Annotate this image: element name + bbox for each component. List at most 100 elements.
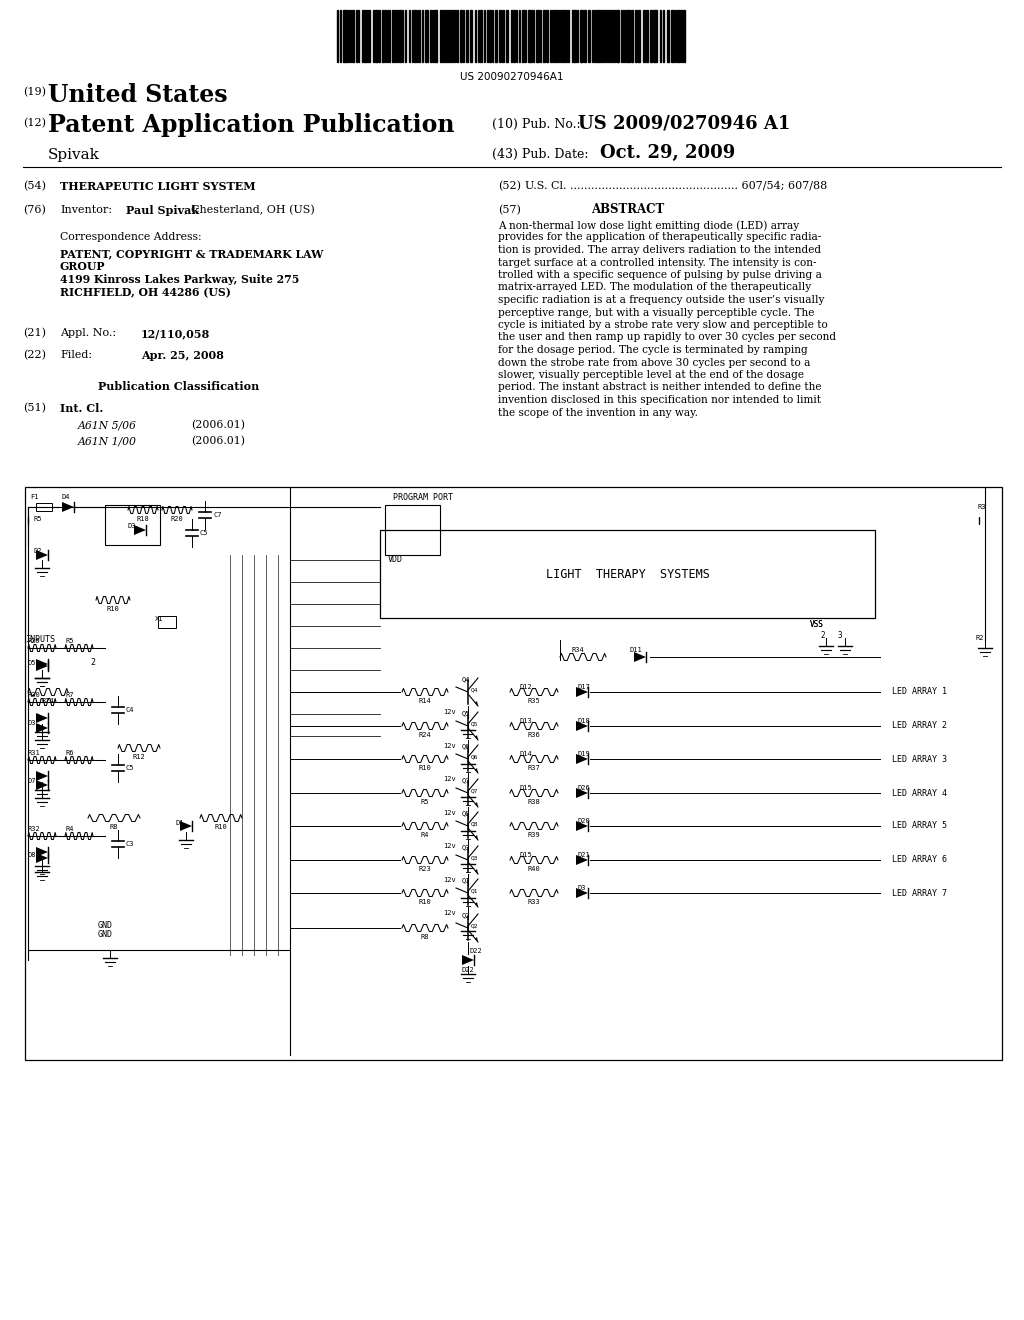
Text: VSS: VSS: [810, 620, 824, 630]
Text: invention disclosed in this specification nor intended to limit: invention disclosed in this specificatio…: [498, 395, 821, 405]
Bar: [480, 11, 482, 62]
Text: Appl. No.:: Appl. No.:: [60, 327, 116, 338]
Text: , Chesterland, OH (US): , Chesterland, OH (US): [184, 205, 314, 215]
Text: 12v: 12v: [443, 810, 456, 816]
Text: R7: R7: [65, 692, 74, 698]
Bar: [650, 11, 652, 62]
Polygon shape: [575, 721, 588, 731]
Text: (52): (52): [498, 181, 521, 191]
Text: GROUP: GROUP: [60, 261, 105, 272]
Text: R37: R37: [527, 766, 541, 771]
Text: Q5: Q5: [462, 710, 470, 715]
Text: US 2009/0270946 A1: US 2009/0270946 A1: [578, 114, 791, 132]
Bar: [667, 11, 669, 62]
Text: Inventor:: Inventor:: [60, 205, 112, 215]
Bar: [572, 11, 575, 62]
Text: ABSTRACT: ABSTRACT: [592, 203, 665, 216]
Text: D5: D5: [28, 660, 37, 667]
Text: (43) Pub. Date:: (43) Pub. Date:: [492, 148, 589, 161]
Text: D3: D3: [578, 884, 587, 891]
Text: PATENT, COPYRIGHT & TRADEMARK LAW: PATENT, COPYRIGHT & TRADEMARK LAW: [60, 248, 324, 259]
Text: R36: R36: [527, 733, 541, 738]
Text: R35: R35: [527, 698, 541, 704]
Text: R6: R6: [65, 750, 74, 756]
Text: R4: R4: [65, 826, 74, 832]
Text: United States: United States: [48, 83, 227, 107]
Text: the scope of the invention in any way.: the scope of the invention in any way.: [498, 408, 698, 417]
Bar: [414, 11, 416, 62]
Text: Int. Cl.: Int. Cl.: [60, 403, 103, 414]
Text: C5: C5: [200, 531, 209, 536]
Text: D21: D21: [578, 851, 591, 858]
Text: D19: D19: [578, 751, 591, 756]
Text: LIGHT  THERAPY  SYSTEMS: LIGHT THERAPY SYSTEMS: [546, 568, 710, 581]
Text: (10) Pub. No.:: (10) Pub. No.:: [492, 117, 581, 131]
Text: 2: 2: [820, 631, 824, 640]
Text: (54): (54): [23, 181, 46, 191]
Text: Q3: Q3: [471, 855, 478, 861]
Bar: [105, 506, 160, 545]
Text: cycle is initiated by a strobe rate very slow and perceptible to: cycle is initiated by a strobe rate very…: [498, 319, 827, 330]
Text: Oct. 29, 2009: Oct. 29, 2009: [600, 144, 735, 162]
Bar: [25, 487, 1002, 1060]
Text: specific radiation is at a frequency outside the user’s visually: specific radiation is at a frequency out…: [498, 294, 824, 305]
Text: R24: R24: [42, 698, 54, 704]
Text: R10: R10: [419, 766, 431, 771]
Polygon shape: [634, 652, 646, 663]
Text: 2: 2: [90, 657, 95, 667]
Bar: [449, 11, 450, 62]
Text: Publication Classification: Publication Classification: [98, 381, 259, 392]
Text: R40: R40: [527, 866, 541, 873]
Polygon shape: [475, 937, 478, 942]
Bar: [425, 11, 428, 62]
Polygon shape: [36, 661, 48, 671]
Text: D18: D18: [578, 718, 591, 723]
Bar: [554, 11, 556, 62]
Bar: [609, 11, 611, 62]
Text: down the strobe rate from above 30 cycles per second to a: down the strobe rate from above 30 cycle…: [498, 358, 810, 367]
Text: D8: D8: [28, 851, 37, 858]
Text: R34: R34: [571, 647, 585, 653]
Bar: [440, 11, 442, 62]
Text: 12v: 12v: [443, 843, 456, 849]
Text: Q6: Q6: [471, 755, 478, 759]
Text: D15: D15: [520, 851, 532, 858]
Polygon shape: [475, 735, 478, 741]
Polygon shape: [36, 853, 48, 863]
Polygon shape: [475, 836, 478, 840]
Text: LED ARRAY 6: LED ARRAY 6: [892, 855, 947, 865]
Text: R8: R8: [421, 935, 429, 940]
Text: R10: R10: [419, 899, 431, 906]
Text: Patent Application Publication: Patent Application Publication: [48, 114, 455, 137]
Text: GND: GND: [98, 921, 113, 931]
Bar: [584, 11, 586, 62]
Polygon shape: [134, 525, 146, 535]
Bar: [466, 11, 468, 62]
Text: X1: X1: [155, 616, 164, 622]
Polygon shape: [575, 686, 588, 697]
Polygon shape: [36, 713, 48, 723]
Text: Spivak: Spivak: [48, 148, 100, 162]
Bar: [158, 616, 176, 628]
Text: R30: R30: [28, 692, 41, 698]
Text: D3: D3: [28, 719, 37, 726]
Text: Q8: Q8: [471, 821, 478, 826]
Text: 12v: 12v: [443, 909, 456, 916]
Bar: [528, 11, 532, 62]
Text: perceptive range, but with a visually perceptible cycle. The: perceptive range, but with a visually pe…: [498, 308, 814, 318]
Text: D20: D20: [578, 818, 591, 824]
Text: Q4: Q4: [462, 676, 470, 682]
Text: D11: D11: [630, 647, 643, 653]
Bar: [635, 11, 637, 62]
Text: (2006.01): (2006.01): [191, 436, 245, 446]
Text: Q2: Q2: [471, 924, 478, 928]
Bar: [443, 11, 445, 62]
Text: D1: D1: [175, 820, 183, 826]
Text: 3: 3: [838, 631, 843, 640]
Text: R32: R32: [28, 826, 41, 832]
Polygon shape: [475, 768, 478, 774]
Text: LED ARRAY 4: LED ARRAY 4: [892, 788, 947, 797]
Text: R12: R12: [133, 754, 145, 760]
Text: R18: R18: [136, 516, 150, 521]
Bar: [683, 11, 685, 62]
